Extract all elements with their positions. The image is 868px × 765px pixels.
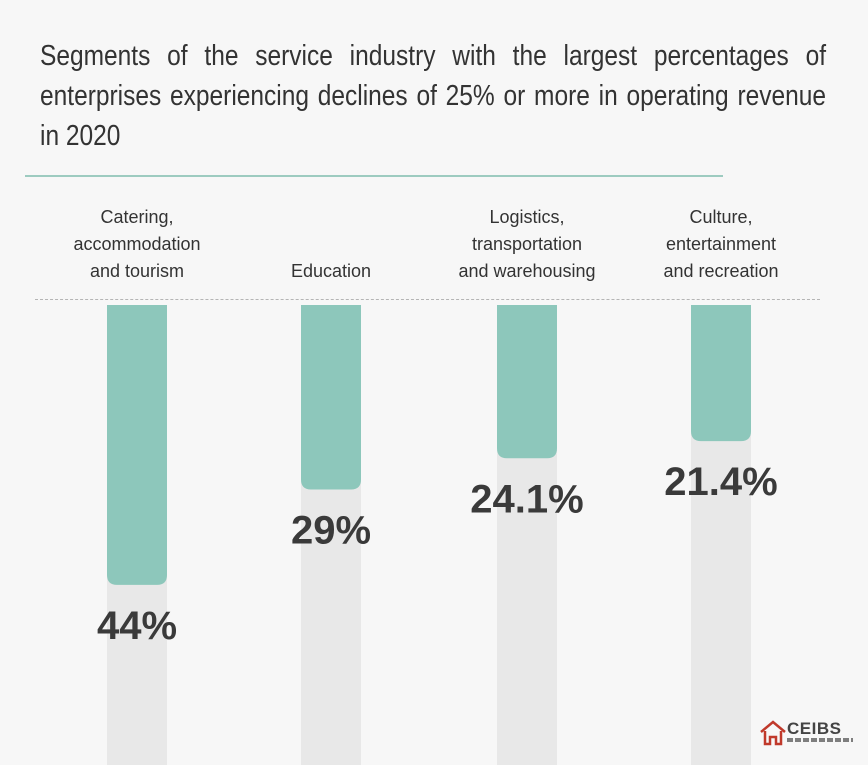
bar bbox=[497, 305, 557, 459]
ceibs-logo-text: CEIBS bbox=[787, 719, 842, 738]
category-label-line: accommodation bbox=[73, 234, 200, 254]
bar bbox=[107, 305, 167, 585]
category-label: Culture, entertainment and recreation bbox=[663, 207, 778, 281]
chart-title: Segments of the service industry with th… bbox=[40, 40, 827, 152]
category-label-line: and tourism bbox=[90, 261, 184, 281]
category-label: Education bbox=[291, 261, 371, 281]
category-label: Catering, accommodation and tourism bbox=[73, 207, 200, 281]
bar-value-label: 44% bbox=[97, 604, 177, 648]
ceibs-logo: CEIBS bbox=[758, 718, 858, 750]
ceibs-logo-icon bbox=[760, 720, 786, 746]
baseline-dotted-line bbox=[35, 299, 820, 300]
category-label-line: transportation bbox=[472, 234, 582, 254]
category-label-line: Catering, bbox=[100, 207, 173, 227]
category-label-line: Logistics, bbox=[489, 207, 564, 227]
category-label-line: Education bbox=[291, 261, 371, 281]
bar bbox=[301, 305, 361, 490]
bar-value-label: 24.1% bbox=[470, 477, 583, 521]
category-label-line: entertainment bbox=[666, 234, 776, 254]
bar-value-label: 29% bbox=[291, 508, 371, 552]
bar bbox=[691, 305, 751, 442]
title-divider bbox=[25, 175, 723, 177]
category-label-line: Culture, bbox=[689, 207, 752, 227]
bar-value-label: 21.4% bbox=[664, 460, 777, 504]
category-label: Logistics, transportation and warehousing bbox=[458, 207, 595, 281]
category-label-line: and recreation bbox=[663, 261, 778, 281]
category-label-line: and warehousing bbox=[458, 261, 595, 281]
ceibs-logo-subtitle bbox=[787, 738, 853, 742]
